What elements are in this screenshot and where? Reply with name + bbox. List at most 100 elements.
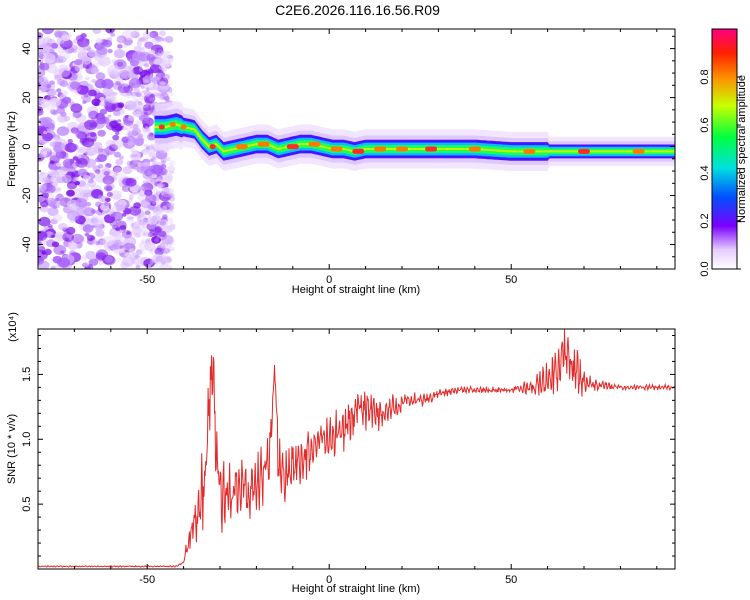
noise-blob	[151, 236, 162, 244]
noise-blob	[110, 61, 115, 65]
noise-blob	[161, 234, 174, 245]
ridge-hotspot	[169, 122, 176, 127]
noise-blob	[88, 89, 97, 97]
noise-blob	[142, 232, 151, 238]
noise-blob	[133, 33, 137, 39]
noise-blob	[131, 221, 141, 229]
noise-blob	[151, 206, 159, 213]
noise-blob	[70, 81, 81, 90]
noise-blob	[110, 211, 124, 222]
noise-blob	[153, 35, 161, 40]
noise-blob	[42, 237, 48, 242]
ridge-hotspot	[632, 148, 645, 154]
noise-blob	[145, 239, 150, 243]
noise-blob	[142, 230, 149, 236]
noise-blob	[112, 134, 120, 141]
noise-blob	[152, 211, 161, 216]
noise-blob	[74, 180, 80, 186]
noise-blob	[67, 242, 78, 251]
noise-blob	[49, 141, 56, 147]
noise-blob	[166, 202, 175, 208]
noise-blob	[91, 67, 99, 74]
noise-blob	[137, 133, 144, 139]
noise-blob	[140, 84, 145, 89]
ridge-hotspot	[158, 124, 165, 130]
noise-blob	[169, 161, 174, 167]
noise-blob	[144, 63, 149, 68]
noise-blob	[46, 84, 52, 89]
noise-blob	[80, 33, 87, 39]
noise-blob	[125, 219, 135, 223]
noise-blob	[59, 249, 64, 254]
noise-blob	[103, 100, 116, 111]
noise-blob	[51, 241, 60, 248]
noise-blob	[75, 157, 88, 168]
noise-blob	[137, 249, 146, 256]
noise-blob	[152, 208, 164, 217]
noise-blob	[116, 257, 122, 262]
noise-blob	[137, 162, 143, 168]
noise-blob	[141, 130, 151, 137]
noise-blob	[162, 67, 168, 72]
noise-blob	[137, 199, 151, 211]
noise-blob	[137, 214, 143, 218]
noise-blob	[50, 218, 58, 225]
noise-blob	[59, 80, 69, 87]
noise-blob	[102, 236, 116, 247]
noise-blob	[137, 101, 142, 106]
noise-blob	[154, 85, 158, 89]
noise-blob	[38, 43, 51, 54]
colorbar-tick-label: 0.0	[699, 261, 711, 276]
noise-blob	[149, 258, 154, 266]
noise-blob	[150, 158, 155, 162]
noise-blob	[130, 74, 139, 80]
noise-blob	[162, 256, 172, 264]
noise-blob	[149, 63, 162, 74]
noise-blob	[129, 193, 134, 201]
noise-blob	[59, 104, 65, 109]
noise-blob	[70, 143, 79, 151]
noise-blob	[82, 224, 94, 233]
noise-blob	[136, 120, 142, 126]
noise-blob	[161, 205, 168, 212]
noise-blob	[45, 184, 56, 194]
noise-blob	[163, 50, 171, 55]
noise-blob	[46, 151, 52, 156]
noise-blob	[74, 64, 83, 72]
spectrogram-axes: -50 0 50 -40 -20 0 20 40	[21, 29, 675, 286]
noise-blob	[140, 186, 145, 190]
noise-blob	[76, 85, 89, 95]
noise-blob	[161, 59, 172, 68]
noise-blob	[131, 94, 138, 101]
noise-blob	[86, 234, 95, 242]
noise-blob	[128, 65, 134, 72]
noise-blob	[138, 114, 145, 120]
noise-blob	[106, 183, 115, 191]
x-tick-label: 0	[326, 274, 332, 286]
noise-blob	[140, 36, 149, 43]
noise-blob	[134, 119, 139, 127]
noise-blob	[50, 109, 57, 115]
noise-blob	[63, 115, 71, 122]
noise-blob	[163, 193, 168, 200]
noise-blob	[153, 58, 162, 66]
noise-blob	[61, 34, 70, 42]
ridge-hotspot	[257, 141, 270, 147]
noise-blob	[142, 180, 149, 184]
noise-blob	[38, 153, 43, 159]
noise-blob	[113, 193, 122, 200]
noise-blob	[52, 255, 63, 264]
noise-blob	[158, 184, 164, 190]
y-tick-label: 1.0	[21, 432, 33, 447]
noise-blob	[69, 217, 76, 223]
noise-blob	[114, 69, 128, 80]
noise-blob	[133, 45, 142, 52]
figure-title: C2E6.2026.116.16.56.R09	[275, 2, 440, 18]
noise-blob	[148, 49, 156, 56]
noise-blob	[104, 197, 111, 203]
noise-blob	[157, 80, 167, 87]
noise-blob	[75, 198, 88, 208]
noise-blob	[133, 161, 142, 169]
noise-blob	[81, 80, 88, 86]
